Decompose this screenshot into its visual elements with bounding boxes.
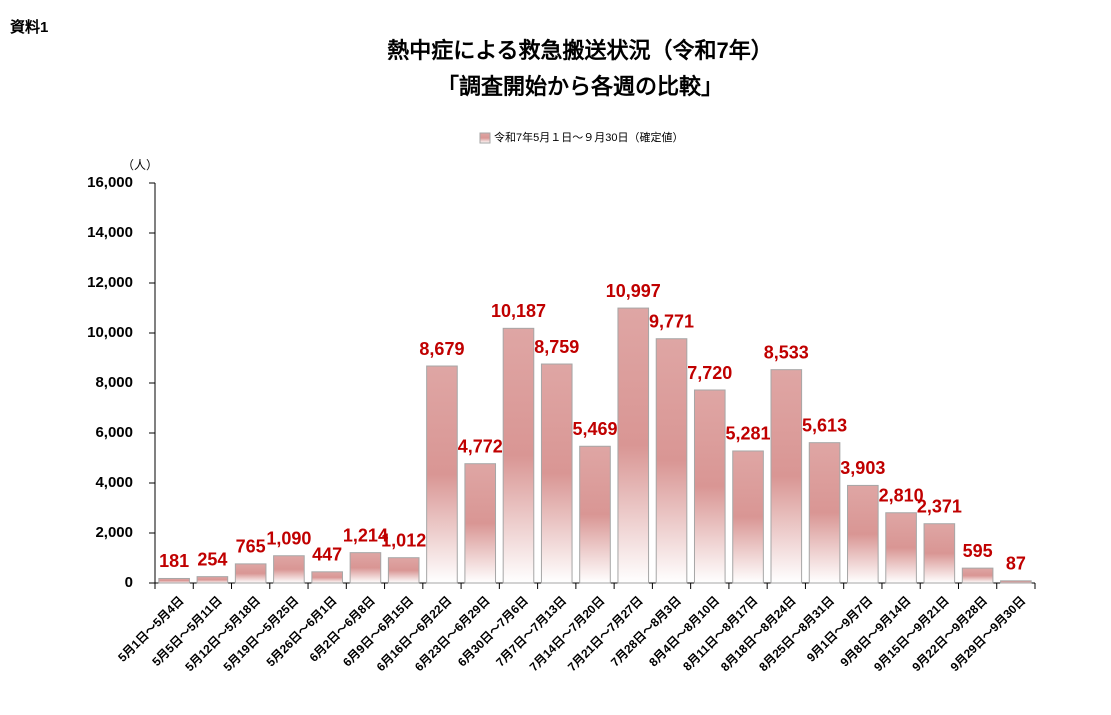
value-label: 10,187 <box>491 301 546 321</box>
y-tick-label: 2,000 <box>95 524 133 541</box>
y-tick-label: 16,000 <box>87 174 133 191</box>
value-label: 3,903 <box>840 458 885 478</box>
bar <box>923 523 956 584</box>
bar <box>770 369 803 584</box>
bar <box>847 484 879 584</box>
x-tick-label: 9月29日～9月30日 <box>948 593 1029 674</box>
bar <box>464 463 497 584</box>
value-label: 8,679 <box>419 339 464 359</box>
legend-swatch <box>479 132 491 144</box>
y-tick-label: 10,000 <box>87 324 133 341</box>
bar <box>1000 580 1032 584</box>
value-label: 5,613 <box>802 415 847 435</box>
x-tick-label: 8月4日～8月10日 <box>646 593 722 669</box>
x-tick-label: 5月26日～6月1日 <box>264 593 340 669</box>
bar <box>808 442 841 584</box>
x-tick-label: 5月1日～5月4日 <box>115 593 186 664</box>
corner-label: 資料1 <box>10 18 48 36</box>
bar <box>579 445 611 584</box>
bar <box>617 307 650 584</box>
y-tick-label: 0 <box>125 574 133 591</box>
bar <box>234 563 267 584</box>
value-label: 9,771 <box>649 311 694 331</box>
value-label: 181 <box>159 551 189 571</box>
value-label: 1,214 <box>343 525 388 545</box>
chart-subtitle: 「調査開始から各週の比較」 <box>437 74 723 99</box>
x-tick-label: 6月9日～6月15日 <box>340 593 416 669</box>
value-label: 8,759 <box>534 337 579 357</box>
y-tick-label: 6,000 <box>95 424 133 441</box>
x-tick-label: 5月5日～5月11日 <box>149 593 224 668</box>
bar <box>196 576 229 584</box>
bar <box>961 567 994 584</box>
bar <box>732 450 764 584</box>
bar <box>502 327 535 584</box>
bar <box>885 512 917 584</box>
legend-label: 令和7年5月１日～９月30日（確定値） <box>494 130 683 144</box>
y-unit: （人） <box>122 158 158 172</box>
value-label: 5,469 <box>572 419 617 439</box>
value-label: 254 <box>197 549 227 569</box>
y-tick-label: 4,000 <box>95 474 133 491</box>
y-tick-label: 8,000 <box>95 374 133 391</box>
bar <box>426 365 458 584</box>
x-tick-label: 9月8日～9月14日 <box>838 593 914 669</box>
value-label: 2,371 <box>917 496 962 516</box>
bar <box>387 557 420 584</box>
y-tick-label: 14,000 <box>87 224 133 241</box>
bar <box>158 577 190 584</box>
y-tick-label: 12,000 <box>87 274 133 291</box>
value-label: 595 <box>963 541 993 561</box>
value-label: 5,281 <box>726 424 771 444</box>
value-label: 765 <box>236 537 266 557</box>
value-label: 1,012 <box>381 530 426 550</box>
chart-title: 熱中症による救急搬送状況（令和7年） <box>387 38 773 63</box>
value-label: 10,997 <box>606 281 661 301</box>
x-tick-label: 7月28日～8月3日 <box>608 593 684 669</box>
bar <box>349 552 382 584</box>
value-label: 2,810 <box>879 486 924 506</box>
value-label: 4,772 <box>458 436 503 456</box>
value-label: 7,720 <box>687 363 732 383</box>
x-tick-label: 6月30日～7月6日 <box>455 593 531 669</box>
bar <box>540 363 573 584</box>
bar <box>311 571 343 584</box>
bar <box>655 338 688 584</box>
x-tick-label: 6月2日～6月8日 <box>307 593 378 664</box>
bar <box>273 555 305 584</box>
value-label: 87 <box>1006 554 1026 574</box>
value-label: 447 <box>312 545 342 565</box>
bar <box>693 389 726 584</box>
x-tick-label: 7月7日～7月13日 <box>493 593 569 669</box>
x-tick-label: 9月1日～9月7日 <box>804 593 875 664</box>
value-label: 8,533 <box>764 342 809 362</box>
value-label: 1,090 <box>266 529 311 549</box>
